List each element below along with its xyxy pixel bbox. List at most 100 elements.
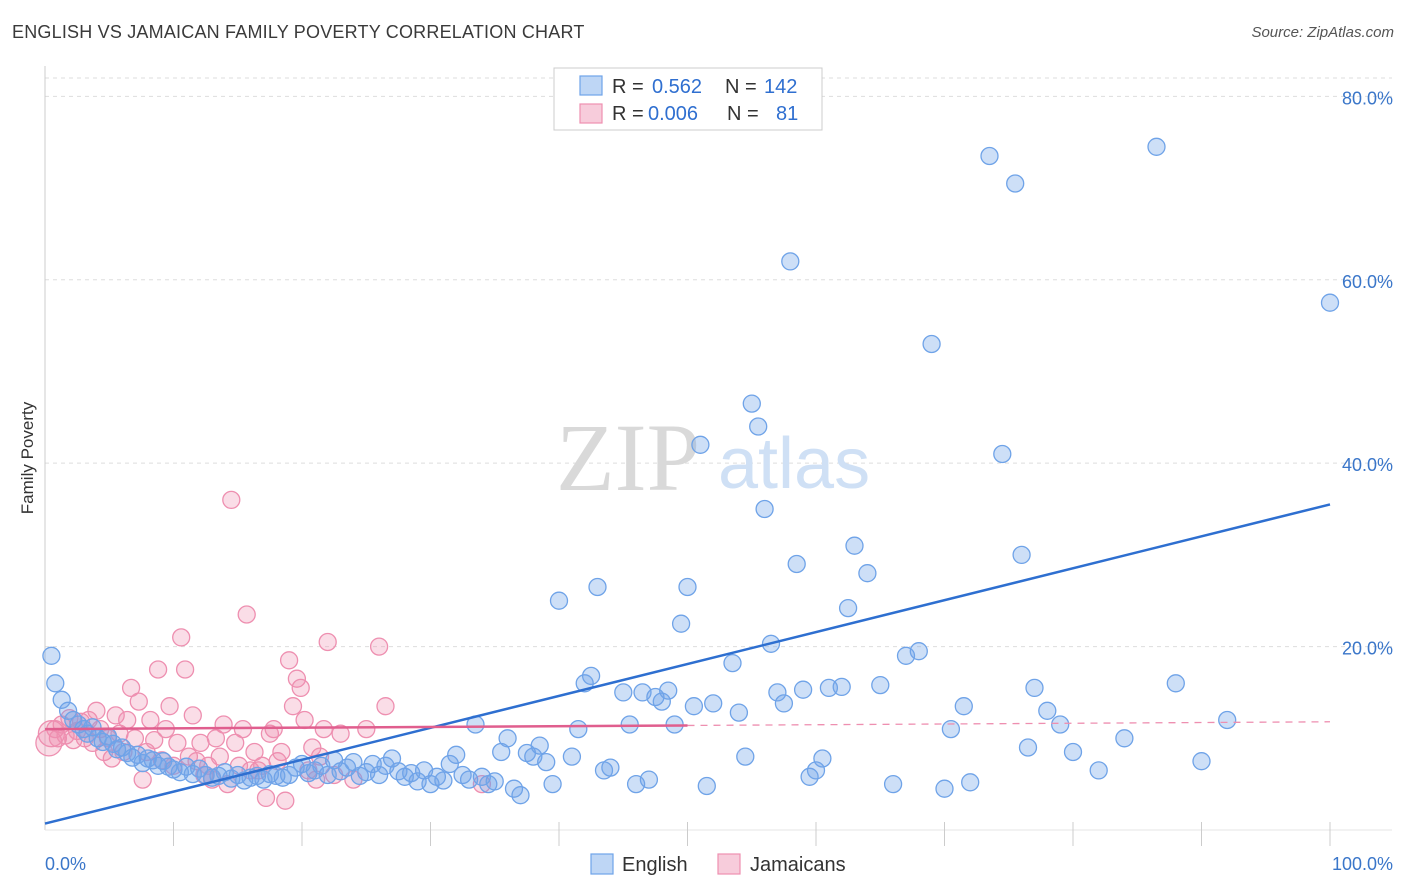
english-point-96 [639,770,659,789]
english-point-103 [684,697,704,716]
english-point-98 [652,692,671,711]
y-tick-label-0: 20.0% [1342,639,1393,659]
english-point-124 [838,598,858,618]
english-point-126 [858,564,877,583]
legend-swatch-english [579,75,603,96]
english-point-92 [614,683,633,702]
jamaican-point-21 [118,710,137,730]
english-point-3 [58,701,78,720]
english-point-83 [543,774,562,794]
jamaican-point-29 [148,660,168,679]
legend-r-value-jamaicans: 0.006 [648,103,698,125]
english-point-145 [1089,761,1108,780]
english-point-106 [704,694,723,713]
jamaican-point-45 [210,747,229,766]
jamaican-point-77 [357,719,376,739]
legend-box [553,67,823,131]
english-point-128 [883,774,903,794]
jamaican-point-72 [314,719,333,739]
chart-title: ENGLISH VS JAMAICAN FAMILY POVERTY CORRE… [12,22,585,42]
bottom-legend-swatch-english [590,853,614,875]
english-point-136 [980,146,999,166]
english-point-125 [845,536,864,555]
english-point-101 [671,614,691,633]
jamaican-point-52 [237,605,256,624]
english-point-104 [691,435,710,454]
jamaican-point-28 [145,730,164,750]
legend-r-label-english: R = [612,76,644,98]
english-point-66 [434,771,453,790]
english-point-143 [1051,715,1070,734]
english-point-139 [1012,545,1031,565]
english-point-147 [1147,137,1166,156]
english-point-0 [42,646,61,665]
y-axis-label: Family Poverty [18,401,37,514]
english-point-118 [793,680,813,699]
english-point-133 [941,719,961,739]
watermark: ZIP atlas [556,404,870,511]
english-point-137 [993,444,1012,464]
english-point-86 [569,719,588,739]
english-point-8 [83,718,102,737]
english-point-135 [961,773,980,792]
legend-n-label-jamaicans: N = [727,103,759,125]
y-tick-label-2: 60.0% [1342,272,1393,292]
jamaican-point-8 [67,721,87,741]
y-tick-label-3: 80.0% [1342,88,1393,108]
english-point-116 [781,252,800,271]
english-point-2 [52,690,71,709]
jamaican-point-24 [129,692,148,711]
jamaican-point-22 [121,678,141,698]
english-point-131 [922,334,941,354]
english-point-142 [1038,701,1057,720]
jamaican-point-63 [279,651,299,670]
english-point-99 [659,681,678,700]
jamaican-point-44 [206,729,226,748]
english-point-89 [588,577,607,597]
english-point-149 [1192,752,1211,771]
jamaican-point-57 [256,788,276,808]
english-point-78 [511,786,530,805]
english-point-108 [729,703,749,722]
english-point-148 [1166,674,1185,693]
legend-n-value-english: 142 [764,76,797,98]
x-tick-label-0: 0.0% [45,854,86,874]
jamaican-trend-line [44,724,688,731]
y-tick-label-1: 40.0% [1342,455,1393,475]
english-point-110 [742,394,761,413]
jamaican-point-46 [214,715,233,734]
english-point-144 [1063,742,1083,762]
english-point-105 [697,776,716,796]
english-point-42 [279,765,299,785]
bottom-legend-label-english: English [622,854,688,876]
watermark-zip: ZIP [556,404,700,511]
jamaican-point-49 [226,733,245,753]
english-point-134 [954,697,973,716]
english-point-117 [787,554,806,574]
jamaican-trend-extension [687,721,1331,727]
jamaican-point-34 [168,733,187,753]
english-point-68 [447,745,466,764]
trend-lines [44,503,1331,825]
english-point-67 [440,754,459,774]
english-point-1 [46,674,65,693]
series-legend: English Jamaicans [590,853,846,876]
english-trend-line [44,503,1331,825]
legend-n-label-english: N = [725,76,757,98]
english-point-132 [935,779,954,798]
english-point-112 [755,499,774,519]
english-point-114 [768,683,787,702]
jamaican-point-13 [87,701,106,720]
jamaican-point-32 [160,697,179,716]
english-point-16 [123,748,142,767]
english-point-76 [498,729,517,748]
bottom-legend-label-jamaicans: Jamaicans [750,854,846,876]
english-point-88 [581,666,601,686]
jamaican-point-62 [276,791,295,810]
jamaican-point-27 [141,710,160,730]
english-point-23 [159,757,178,776]
english-point-151 [1320,293,1340,312]
english-point-102 [678,577,697,597]
jamaican-point-67 [295,710,314,730]
